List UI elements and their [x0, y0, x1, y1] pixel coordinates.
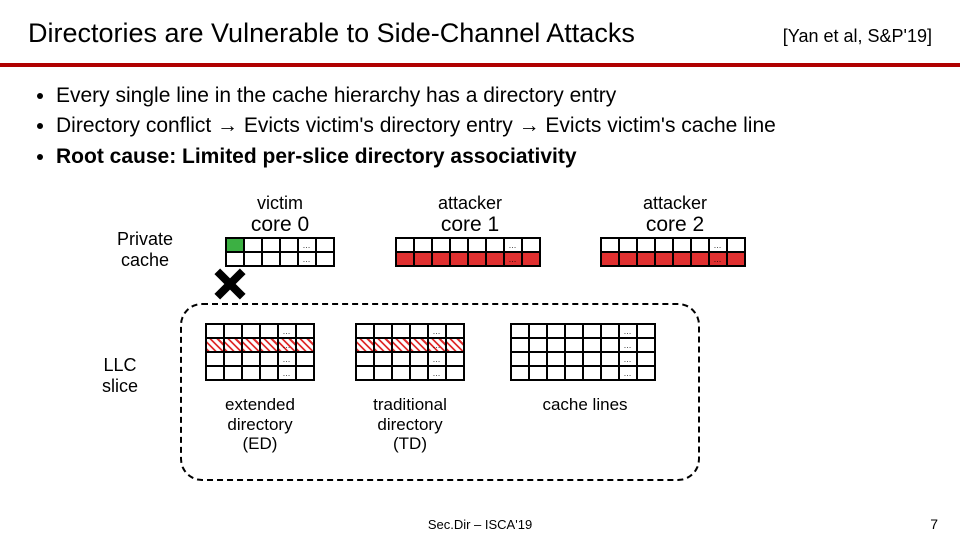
- divider: [0, 63, 960, 67]
- victim-label: victim: [240, 193, 320, 214]
- evict-x-icon: [213, 267, 247, 301]
- attacker2-label: attacker: [630, 193, 720, 214]
- footer: Sec.Dir – ISCA'19: [0, 517, 960, 532]
- page-number: 7: [930, 516, 938, 532]
- attacker1-label: attacker: [425, 193, 515, 214]
- bullet-item: Every single line in the cache hierarchy…: [56, 81, 926, 111]
- core2-label: core 2: [625, 213, 725, 237]
- llc-td-grid: …………: [355, 323, 465, 381]
- core0-label: core 0: [230, 213, 330, 237]
- bullet-item: Root cause: Limited per-slice directory …: [56, 142, 926, 172]
- bullet-list: Every single line in the cache hierarchy…: [0, 81, 960, 172]
- llc-slice-label: LLCslice: [80, 355, 160, 396]
- private-cache-core2: ……: [600, 237, 746, 267]
- private-cache-core0: ……: [225, 237, 335, 267]
- core1-label: core 1: [420, 213, 520, 237]
- citation: [Yan et al, S&P'19]: [783, 26, 932, 47]
- llc-ed-grid: …………: [205, 323, 315, 381]
- ed-label: extendeddirectory(ED): [200, 395, 320, 454]
- llc-cachelines-grid: …………: [510, 323, 656, 381]
- bullet-item: Directory conflict → Evicts victim's dir…: [56, 111, 926, 141]
- diagram: Privatecache victim core 0 attacker core…: [110, 195, 870, 495]
- td-label: traditionaldirectory(TD): [345, 395, 475, 454]
- private-cache-label: Privatecache: [100, 229, 190, 270]
- private-cache-core1: ……: [395, 237, 541, 267]
- cl-label: cache lines: [510, 395, 660, 415]
- page-title: Directories are Vulnerable to Side-Chann…: [28, 18, 783, 49]
